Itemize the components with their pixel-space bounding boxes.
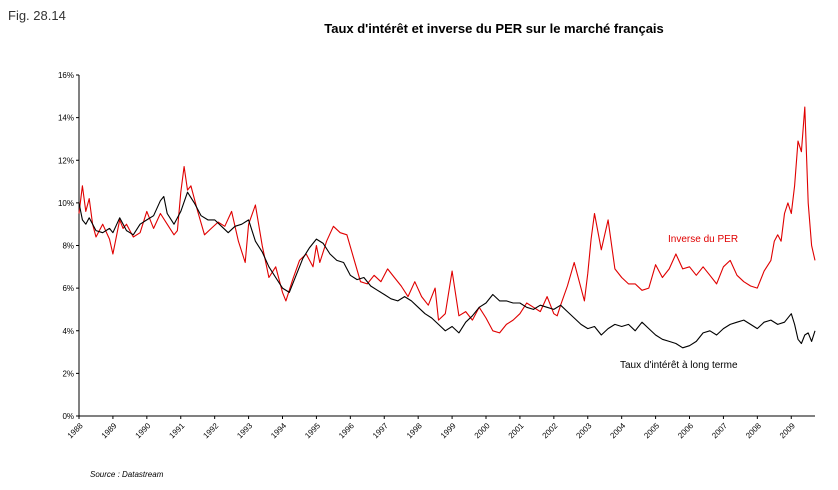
x-tick-label: 2001 — [507, 421, 526, 440]
series-labels: Inverse du PER Taux d'intérêt à long term… — [620, 234, 738, 371]
x-tick-label: 1988 — [66, 421, 85, 440]
x-tick-label: 2000 — [473, 421, 492, 440]
x-tick-label: 1995 — [303, 421, 322, 440]
x-tick-label: 2009 — [778, 421, 797, 440]
y-tick-label: 14% — [58, 114, 74, 123]
y-tick-label: 6% — [62, 284, 74, 293]
y-tick-label: 16% — [58, 71, 74, 80]
x-tick-label: 2007 — [710, 421, 729, 440]
y-tick-label: 8% — [62, 242, 74, 251]
y-tick-label: 4% — [62, 327, 74, 336]
x-tick-label: 1999 — [439, 421, 458, 440]
y-tick-label: 12% — [58, 156, 74, 165]
x-tick-label: 1990 — [134, 421, 153, 440]
y-tick-label: 0% — [62, 412, 74, 421]
x-tick-label: 1989 — [100, 421, 119, 440]
series-label-long-term-rate: Taux d'intérêt à long terme — [620, 360, 738, 371]
x-tick-label: 2002 — [541, 421, 560, 440]
x-tick-label: 2004 — [608, 421, 627, 440]
x-tick-label: 1998 — [405, 421, 424, 440]
x-tick-label: 2008 — [744, 421, 763, 440]
x-tick-label: 1992 — [201, 421, 220, 440]
x-tick-label: 2006 — [676, 421, 695, 440]
x-tick-label: 1997 — [371, 421, 390, 440]
series-group — [78, 106, 816, 349]
series-line-inverse-per — [78, 106, 816, 334]
x-tick-label: 1994 — [269, 421, 288, 440]
y-tick-label: 2% — [62, 369, 74, 378]
x-tick-label: 2003 — [574, 421, 593, 440]
y-tick-label: 10% — [58, 199, 74, 208]
series-label-inverse-per: Inverse du PER — [668, 234, 738, 245]
x-tick-label: 1996 — [337, 421, 356, 440]
source-note: Source : Datastream — [90, 470, 164, 479]
x-tick-label: 1993 — [235, 421, 254, 440]
axes: 0% 2% 4% 6% 8% 10% 12% 14% 16% 1988 1989 1990 1991 19… — [58, 71, 815, 440]
series-line-long-term-rate — [78, 191, 816, 349]
x-tick-label: 1991 — [167, 421, 186, 440]
chart-title-text: Taux d'intérêt et inverse du PER sur le … — [324, 21, 664, 36]
chart-title: Taux d'intérêt et inverse du PER sur le … — [0, 21, 838, 36]
figure-label: Fig. 28.14 — [8, 8, 66, 23]
x-tick-label: 2005 — [642, 421, 661, 440]
